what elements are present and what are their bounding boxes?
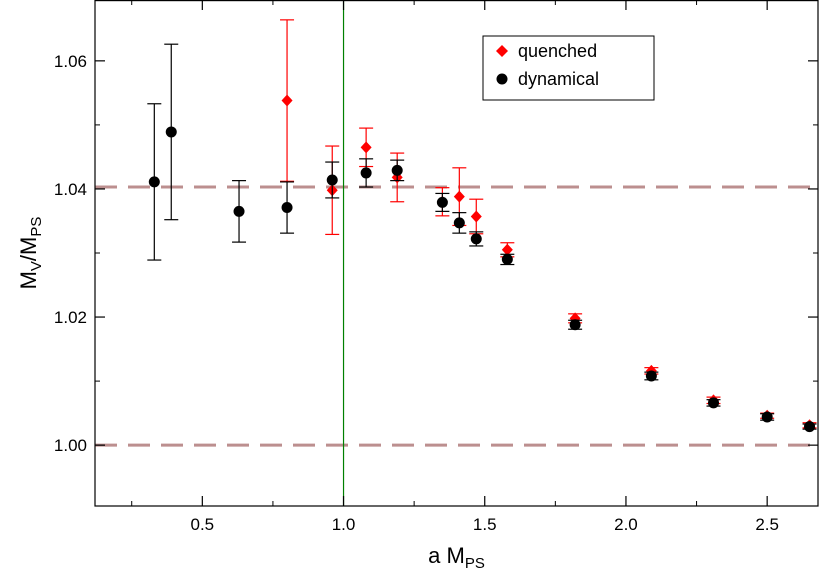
y-tick-label: 1.00: [54, 436, 87, 455]
dynamical-point: [708, 397, 720, 409]
x-tick-label: 1.5: [473, 515, 497, 534]
y-axis-title-m: M: [16, 271, 41, 289]
quenched-point: [470, 210, 482, 223]
y-axis-title: MV/MPS: [16, 217, 45, 290]
reference-lines: [95, 0, 818, 506]
dynamical-point: [645, 370, 657, 382]
legend-marker-quenched: [496, 45, 508, 57]
y-axis-title-sub-ps: PS: [28, 217, 45, 237]
legend: quenched dynamical: [482, 35, 655, 101]
series-layer: [147, 19, 817, 433]
y-tick-label: 1.04: [54, 180, 87, 199]
quenched-point: [501, 243, 513, 256]
dynamical-point: [391, 164, 403, 176]
dynamical-point: [281, 202, 293, 214]
quenched-point: [453, 190, 465, 203]
dynamical-point: [569, 319, 581, 331]
y-tick-label: 1.02: [54, 308, 87, 327]
x-tick-label: 0.5: [191, 515, 215, 534]
x-tick-label: 2.5: [755, 515, 779, 534]
x-axis-title-main: a M: [428, 543, 465, 568]
y-axis-title-sub-v: V: [28, 261, 45, 271]
legend-marker-dynamical: [496, 73, 508, 85]
dynamical-point: [148, 176, 160, 188]
x-tick-label: 1.0: [332, 515, 356, 534]
x-axis-title: a MPS: [428, 543, 485, 572]
dynamical-point: [453, 217, 465, 229]
series-dynamical: [147, 43, 817, 433]
y-axis-title-slash-m: /M: [16, 237, 41, 261]
dynamical-point: [501, 253, 513, 265]
dynamical-point: [436, 196, 448, 208]
legend-label-dynamical: dynamical: [518, 69, 599, 89]
legend-label-quenched: quenched: [518, 41, 597, 61]
dynamical-point: [470, 233, 482, 245]
x-axis-title-sub: PS: [465, 555, 485, 572]
dynamical-point: [761, 411, 773, 423]
x-tick-label: 2.0: [614, 515, 638, 534]
legend-box: [482, 35, 655, 101]
dynamical-point: [165, 126, 177, 138]
dynamical-point: [360, 167, 372, 179]
axes-layer: 0.5 1.0 1.5 2.0 2.5 1.00 1.02 1.04 1.06: [54, 0, 818, 534]
dynamical-point: [326, 174, 338, 186]
quenched-point: [281, 94, 293, 107]
dynamical-point: [233, 205, 245, 217]
y-tick-label: 1.06: [54, 52, 87, 71]
dynamical-point: [804, 421, 816, 433]
quenched-point: [360, 141, 372, 154]
